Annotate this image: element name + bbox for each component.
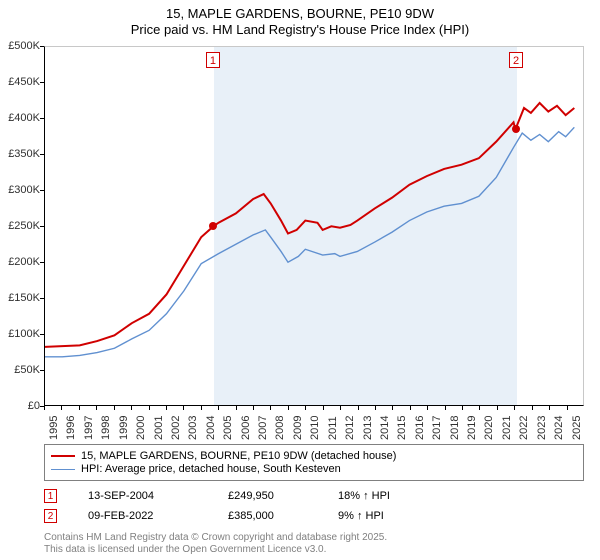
- x-tick-label: 2019: [466, 416, 478, 440]
- sale-marker-dot: [209, 222, 217, 230]
- x-tick-label: 2012: [344, 416, 356, 440]
- marker-row: 2 09-FEB-2022 £385,000 9% ↑ HPI: [44, 506, 584, 526]
- y-tick-label: £50K: [0, 364, 40, 376]
- x-tick-label: 2004: [205, 416, 217, 440]
- x-tick-label: 2018: [449, 416, 461, 440]
- x-tick-label: 2000: [135, 416, 147, 440]
- marker-delta: 9% ↑ HPI: [338, 510, 458, 522]
- title-line-2: Price paid vs. HM Land Registry's House …: [0, 22, 600, 38]
- x-tick-label: 1999: [118, 416, 130, 440]
- marker-row: 1 13-SEP-2004 £249,950 18% ↑ HPI: [44, 486, 584, 506]
- legend-swatch: [51, 469, 75, 470]
- y-tick-label: £500K: [0, 40, 40, 52]
- x-tick-label: 2016: [414, 416, 426, 440]
- x-tick-label: 2022: [518, 416, 530, 440]
- marker-price: £385,000: [228, 510, 338, 522]
- x-tick-label: 2021: [501, 416, 513, 440]
- series-price-paid: [45, 103, 574, 347]
- x-tick-label: 2005: [222, 416, 234, 440]
- marker-price: £249,950: [228, 490, 338, 502]
- footer-line: Contains HM Land Registry data © Crown c…: [44, 532, 387, 544]
- legend-item: 15, MAPLE GARDENS, BOURNE, PE10 9DW (det…: [51, 450, 577, 462]
- marker-delta: 18% ↑ HPI: [338, 490, 458, 502]
- x-tick-label: 2009: [292, 416, 304, 440]
- x-tick-label: 2010: [309, 416, 321, 440]
- plot-area: [44, 46, 584, 406]
- sale-marker-box: 1: [206, 52, 220, 68]
- x-tick-label: 1995: [48, 416, 60, 440]
- x-tick-label: 2003: [187, 416, 199, 440]
- y-tick-label: £400K: [0, 112, 40, 124]
- x-tick-label: 2015: [396, 416, 408, 440]
- y-tick-label: £200K: [0, 256, 40, 268]
- chart-container: 15, MAPLE GARDENS, BOURNE, PE10 9DW Pric…: [0, 0, 600, 560]
- legend-label: HPI: Average price, detached house, Sout…: [81, 463, 341, 475]
- footer-line: This data is licensed under the Open Gov…: [44, 544, 387, 556]
- marker-table: 1 13-SEP-2004 £249,950 18% ↑ HPI 2 09-FE…: [44, 486, 584, 526]
- x-tick-label: 2013: [362, 416, 374, 440]
- line-series: [45, 47, 583, 406]
- y-tick-label: £250K: [0, 220, 40, 232]
- marker-badge: 1: [44, 489, 57, 503]
- y-tick-label: £150K: [0, 292, 40, 304]
- legend: 15, MAPLE GARDENS, BOURNE, PE10 9DW (det…: [44, 444, 584, 481]
- sale-marker-dot: [512, 125, 520, 133]
- y-tick-label: £300K: [0, 184, 40, 196]
- x-tick-label: 1997: [83, 416, 95, 440]
- chart-title: 15, MAPLE GARDENS, BOURNE, PE10 9DW Pric…: [0, 0, 600, 39]
- legend-label: 15, MAPLE GARDENS, BOURNE, PE10 9DW (det…: [81, 450, 396, 462]
- x-tick-label: 2025: [571, 416, 583, 440]
- legend-item: HPI: Average price, detached house, Sout…: [51, 463, 577, 475]
- y-tick-label: £450K: [0, 76, 40, 88]
- sale-marker-box: 2: [509, 52, 523, 68]
- x-tick-label: 1998: [100, 416, 112, 440]
- x-tick-label: 2011: [327, 416, 339, 440]
- marker-date: 09-FEB-2022: [88, 510, 228, 522]
- y-tick-label: £0: [0, 400, 40, 412]
- x-tick-label: 2024: [553, 416, 565, 440]
- x-tick-label: 2014: [379, 416, 391, 440]
- y-tick-label: £350K: [0, 148, 40, 160]
- x-tick-label: 2023: [536, 416, 548, 440]
- footer: Contains HM Land Registry data © Crown c…: [44, 532, 387, 556]
- x-tick-label: 2002: [170, 416, 182, 440]
- x-tick-label: 2001: [153, 416, 165, 440]
- legend-swatch: [51, 455, 75, 457]
- series-hpi: [45, 127, 574, 357]
- x-tick-label: 2008: [274, 416, 286, 440]
- x-tick-label: 2007: [257, 416, 269, 440]
- y-tick-label: £100K: [0, 328, 40, 340]
- title-line-1: 15, MAPLE GARDENS, BOURNE, PE10 9DW: [0, 6, 600, 22]
- x-tick-label: 2017: [431, 416, 443, 440]
- marker-date: 13-SEP-2004: [88, 490, 228, 502]
- x-tick-label: 2006: [240, 416, 252, 440]
- x-tick-label: 2020: [483, 416, 495, 440]
- x-tick-label: 1996: [65, 416, 77, 440]
- marker-badge: 2: [44, 509, 57, 523]
